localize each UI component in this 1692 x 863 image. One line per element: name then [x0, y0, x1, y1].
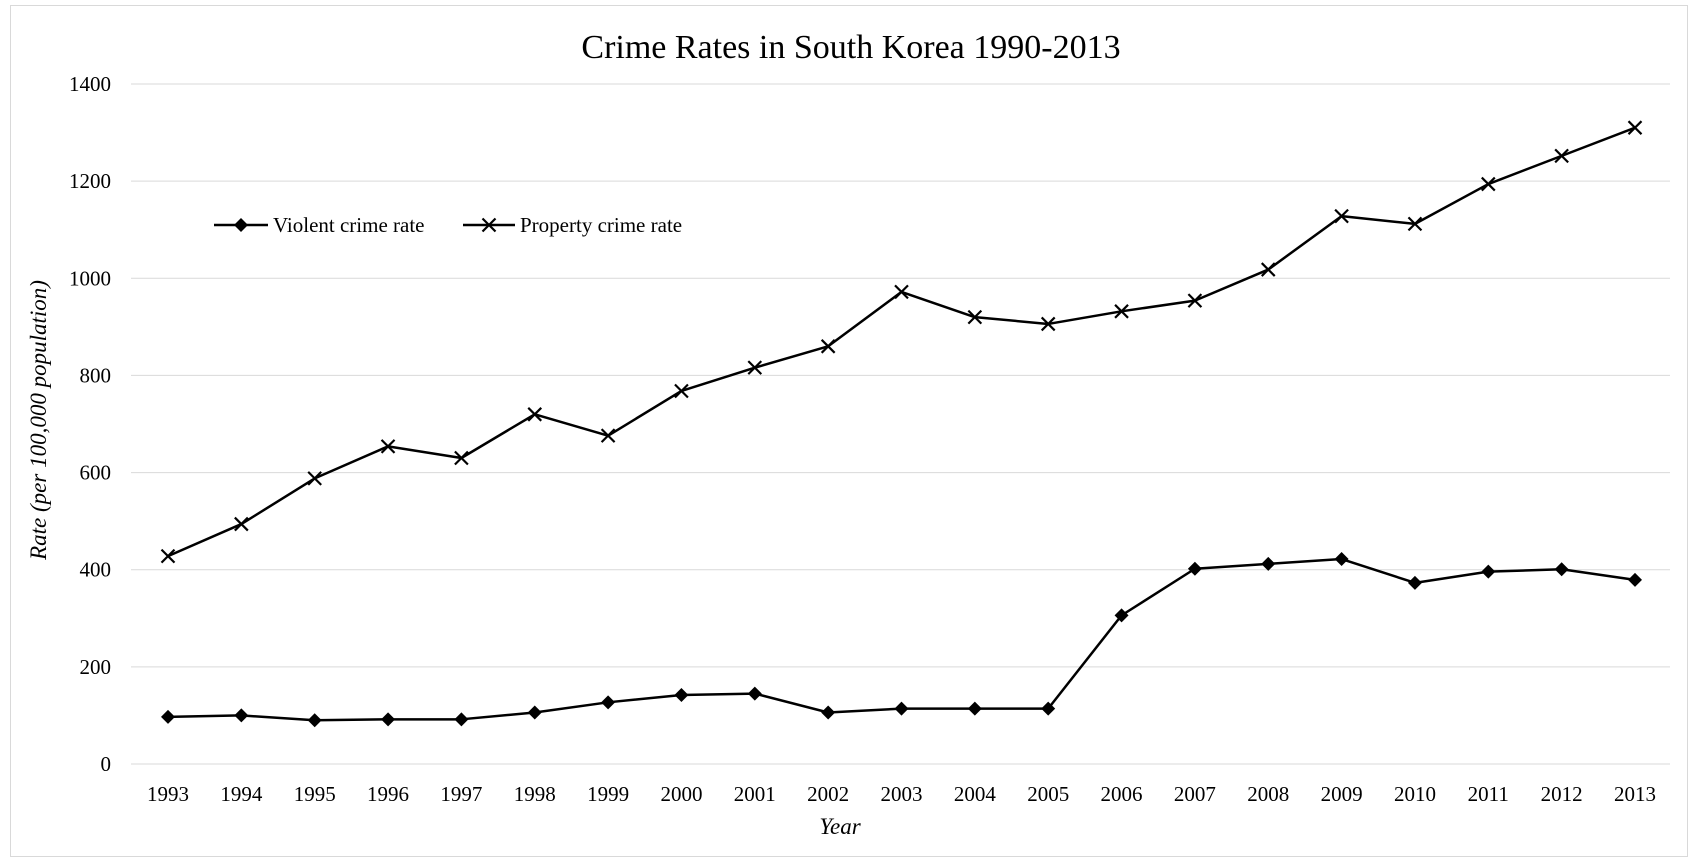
- x-tick-label: 2000: [660, 782, 702, 806]
- x-tick-label: 2011: [1468, 782, 1509, 806]
- data-point: [1407, 575, 1422, 590]
- data-point: [1334, 208, 1349, 224]
- data-point: [601, 695, 616, 710]
- data-point: [1481, 176, 1496, 192]
- data-point: [1187, 561, 1202, 576]
- chart-frame: [10, 5, 1688, 857]
- legend-label: Violent crime rate: [273, 213, 425, 237]
- data-point: [1261, 556, 1276, 571]
- data-point: [1114, 304, 1129, 319]
- data-point: [1260, 262, 1276, 277]
- data-point: [307, 471, 322, 486]
- series-violent: [161, 552, 1642, 728]
- data-point: [1334, 552, 1349, 567]
- y-axis-ticks: 0 200 400 600 800 1000 1200 1400: [69, 72, 111, 776]
- x-tick-label: 2013: [1614, 782, 1656, 806]
- x-axis-title: Year: [819, 814, 861, 839]
- data-point: [454, 712, 469, 727]
- data-point: [527, 705, 542, 720]
- y-tick-label: 1000: [69, 266, 111, 290]
- data-point: [527, 407, 543, 422]
- x-tick-label: 1997: [440, 782, 482, 806]
- y-tick-label: 0: [101, 752, 112, 776]
- data-point: [1481, 564, 1496, 579]
- data-point: [1628, 572, 1642, 587]
- legend-label: Property crime rate: [520, 213, 682, 237]
- x-tick-label: 2012: [1541, 782, 1583, 806]
- y-tick-label: 800: [80, 363, 112, 387]
- x-tick-label: 2003: [881, 782, 923, 806]
- legend-item: Property crime rate: [463, 213, 682, 237]
- gridlines: [131, 83, 1670, 765]
- legend-marker: [234, 218, 248, 232]
- series-property: [160, 120, 1643, 564]
- x-tick-label: 1993: [147, 782, 189, 806]
- data-point: [234, 708, 249, 723]
- data-point: [894, 284, 909, 300]
- series-line: [167, 126, 1636, 558]
- data-point: [1554, 148, 1569, 164]
- data-point: [747, 360, 763, 375]
- data-point: [894, 701, 909, 716]
- data-point: [381, 712, 396, 727]
- x-tick-label: 1994: [220, 782, 263, 806]
- x-tick-label: 2006: [1101, 782, 1143, 806]
- y-tick-label: 400: [80, 558, 112, 582]
- y-axis-title: Rate (per 100,000 population): [26, 280, 51, 561]
- data-point: [747, 686, 762, 701]
- x-tick-label: 1996: [367, 782, 409, 806]
- data-point: [161, 709, 175, 724]
- data-point: [820, 339, 836, 354]
- data-point: [1041, 701, 1056, 716]
- y-tick-label: 1400: [69, 72, 111, 96]
- x-tick-label: 2007: [1174, 782, 1216, 806]
- data-point: [674, 383, 689, 399]
- data-point: [967, 701, 982, 716]
- y-tick-label: 1200: [69, 169, 111, 193]
- legend-item: Violent crime rate: [214, 213, 425, 237]
- x-tick-label: 2001: [734, 782, 776, 806]
- data-point: [1554, 562, 1569, 577]
- data-point: [307, 713, 322, 728]
- chart-title: Crime Rates in South Korea 1990-2013: [581, 29, 1120, 66]
- x-tick-label: 2009: [1321, 782, 1363, 806]
- x-tick-label: 1999: [587, 782, 629, 806]
- series-layer: [160, 120, 1643, 728]
- data-point: [1187, 293, 1203, 308]
- x-tick-label: 2010: [1394, 782, 1436, 806]
- x-axis-ticks: 1993 1994 1995 1996 1997 1998 1999 2000 2001 2002…: [147, 782, 1656, 806]
- legend: Violent crime rate Property crime rate: [214, 213, 682, 237]
- y-tick-label: 600: [80, 461, 112, 485]
- data-point: [821, 705, 836, 720]
- data-point: [674, 688, 689, 703]
- data-point: [454, 450, 469, 466]
- x-tick-label: 1998: [514, 782, 556, 806]
- legend-marker: [481, 217, 497, 233]
- data-point: [380, 439, 396, 454]
- x-tick-label: 2005: [1027, 782, 1069, 806]
- data-point: [1627, 120, 1643, 135]
- data-point: [1114, 608, 1129, 623]
- data-point: [234, 516, 249, 532]
- y-tick-label: 200: [80, 655, 112, 679]
- x-tick-label: 2002: [807, 782, 849, 806]
- data-point: [600, 428, 616, 443]
- data-point: [967, 309, 983, 325]
- x-tick-label: 2004: [954, 782, 997, 806]
- data-point: [160, 548, 176, 564]
- data-point: [1040, 316, 1056, 332]
- data-point: [1407, 216, 1423, 232]
- x-tick-label: 1995: [294, 782, 336, 806]
- x-tick-label: 2008: [1247, 782, 1289, 806]
